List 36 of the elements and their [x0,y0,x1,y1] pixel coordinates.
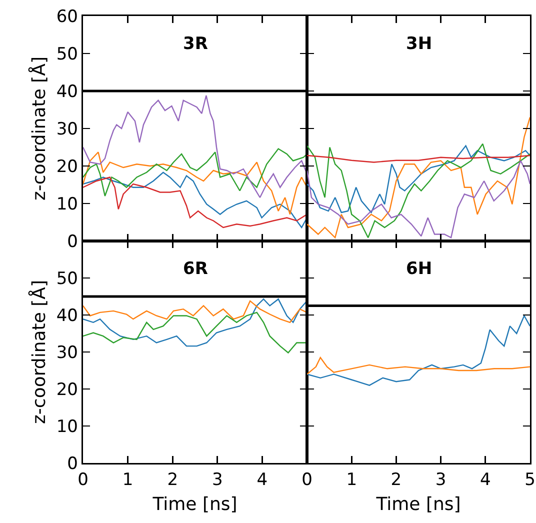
x-axis-title: Time [ns] [375,494,461,515]
y-tick-label: 50 [56,44,78,64]
y-axis-title: z-coordinate [Å] [28,280,50,424]
text: 6H [406,259,432,279]
x-tick-label: 2 [390,470,402,490]
x-tick-label: 1 [122,470,134,490]
y-tick-label: 0 [67,454,78,474]
y-tick-label: 0 [67,232,78,252]
x-tick-label: 2 [167,470,178,490]
y-axis-title: z-coordinate [Å] [28,56,50,201]
x-tick-label: 4 [256,470,268,490]
y-tick-label: 30 [56,342,78,363]
text: 3H [406,34,432,54]
y-tick-label: 50 [56,268,78,289]
x-tick-label: 3 [435,470,446,490]
y-tick-label: 30 [56,119,78,140]
x-tick-label: 3 [212,470,223,490]
text: 6R [183,259,208,279]
y-tick-label: 10 [56,194,78,214]
y-tick-label: 20 [56,380,78,400]
x-tick-label: 4 [480,470,491,490]
line-series [83,298,307,347]
y-tick-label: 40 [56,82,78,102]
x-tick-label: 0 [302,470,312,490]
y-tick-label: 10 [56,416,78,437]
y-tick-label: 60 [56,6,78,27]
x-tick-label: 5 [524,470,536,490]
y-tick-label: 40 [56,306,78,326]
line-series [83,152,307,215]
line-series [83,148,307,197]
line-series [83,312,307,354]
text: 3R [183,34,208,54]
x-axis-title: Time [ns] [152,494,238,515]
line-series [83,300,307,323]
x-tick-label: 1 [346,470,358,490]
y-tick-label: 20 [56,156,78,177]
